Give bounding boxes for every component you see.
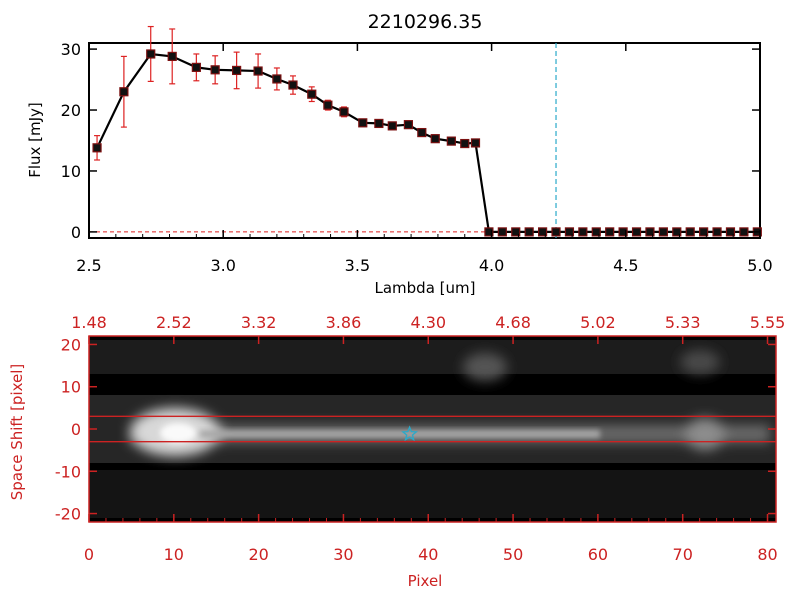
shift-tick-label: 20 — [61, 335, 81, 354]
data-point — [524, 227, 534, 237]
x-tick-label: 2.5 — [76, 256, 101, 275]
data-point — [605, 227, 615, 237]
data-point — [699, 227, 709, 237]
y-tick-label: 30 — [61, 40, 81, 59]
lambda-tick-label: 5.55 — [750, 313, 786, 332]
data-point — [497, 227, 507, 237]
data-point — [564, 227, 575, 237]
data-point — [470, 138, 481, 148]
lambda-tick-label: 4.68 — [495, 313, 531, 332]
source-core — [160, 423, 196, 443]
pixel-tick-label: 40 — [418, 545, 438, 564]
data-point — [430, 134, 440, 144]
data-point — [725, 227, 736, 237]
shift-tick-label: -20 — [55, 505, 81, 524]
bottom-y-axis-label: Space Shift [pixel] — [8, 364, 26, 501]
spectrum-chart: 2210296.35 2.5 3.0 3.5 4.0 4.5 5.0 0 10 20 30 Lam… — [26, 11, 773, 297]
data-point — [537, 227, 548, 237]
x-tick-label: 3.0 — [210, 256, 235, 275]
upper-right-blob — [680, 350, 720, 374]
y-tick-label: 10 — [61, 162, 81, 181]
x-tick-label: 4.0 — [479, 256, 504, 275]
data-point — [272, 74, 282, 84]
pixel-tick-label: 0 — [84, 545, 94, 564]
chart-title: 2210296.35 — [368, 11, 483, 33]
data-point — [460, 138, 470, 149]
upper-blob — [463, 353, 507, 381]
data-point — [403, 120, 413, 130]
source-star-marker — [401, 425, 418, 442]
spectral-image — [89, 336, 776, 522]
data-point — [146, 49, 156, 59]
y-tick-label: 0 — [71, 223, 81, 242]
data-point — [387, 121, 397, 131]
data-point — [645, 227, 655, 237]
data-point — [712, 227, 722, 237]
lambda-tick-label: 1.48 — [71, 313, 107, 332]
data-point — [578, 227, 588, 237]
data-point — [288, 80, 298, 90]
shift-tick-label: -10 — [55, 462, 81, 481]
lambda-tick-label: 5.33 — [665, 313, 701, 332]
lambda-tick-label: 3.86 — [326, 313, 362, 332]
data-point — [191, 62, 201, 72]
x-tick-label: 4.5 — [613, 256, 638, 275]
data-point — [167, 51, 177, 62]
x-tick-label: 3.5 — [345, 256, 370, 275]
lambda-tick-label: 2.52 — [156, 313, 192, 332]
data-point — [511, 227, 521, 237]
x-axis-label: Lambda [um] — [375, 279, 476, 297]
pixel-tick-label: 30 — [333, 545, 353, 564]
data-point — [618, 227, 628, 237]
data-point — [591, 227, 601, 237]
y-axis-label: Flux [mJy] — [26, 102, 44, 178]
data-point — [358, 118, 368, 128]
pixel-tick-label: 60 — [588, 545, 608, 564]
trace-core — [200, 430, 600, 438]
y-tick-label: 20 — [61, 101, 81, 120]
data-point — [631, 227, 642, 237]
pixel-tick-label: 50 — [503, 545, 523, 564]
data-point — [307, 89, 317, 99]
data-point — [232, 65, 242, 76]
data-point — [685, 227, 695, 237]
lambda-tick-label: 5.02 — [580, 313, 616, 332]
data-point — [484, 227, 494, 237]
data-point — [253, 66, 263, 76]
data-point — [323, 100, 333, 110]
pixel-tick-label: 80 — [757, 545, 777, 564]
pixel-tick-label: 10 — [164, 545, 184, 564]
data-point — [658, 227, 668, 237]
pixel-tick-label: 20 — [248, 545, 268, 564]
data-point — [374, 118, 384, 129]
data-point — [551, 227, 561, 237]
data-point — [739, 227, 749, 237]
plot-frame — [88, 42, 761, 239]
shift-tick-label: 0 — [71, 420, 81, 439]
data-point — [210, 65, 220, 75]
noise-band-low — [89, 470, 776, 518]
data-point — [417, 127, 427, 138]
pixel-tick-label: 70 — [673, 545, 693, 564]
bottom-x-axis-label: Pixel — [408, 572, 443, 590]
data-point — [119, 87, 129, 97]
data-point — [92, 143, 102, 153]
x-tick-label: 5.0 — [747, 256, 772, 275]
data-point — [446, 136, 456, 146]
right-blob — [685, 418, 725, 450]
noise-band-top — [89, 340, 776, 374]
data-point — [672, 227, 682, 237]
lambda-tick-label: 4.30 — [410, 313, 446, 332]
data-point — [339, 107, 349, 117]
lambda-tick-label: 3.32 — [241, 313, 277, 332]
shift-tick-label: 10 — [61, 378, 81, 397]
